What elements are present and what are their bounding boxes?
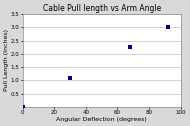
X-axis label: Angular Deflection (degrees): Angular Deflection (degrees) xyxy=(56,117,147,122)
Point xyxy=(166,26,169,28)
Title: Cable Pull length vs Arm Angle: Cable Pull length vs Arm Angle xyxy=(43,4,161,13)
Y-axis label: Pull Length (Inches): Pull Length (Inches) xyxy=(4,29,9,91)
Point xyxy=(21,106,24,108)
Point xyxy=(69,77,72,79)
Point xyxy=(129,46,132,48)
